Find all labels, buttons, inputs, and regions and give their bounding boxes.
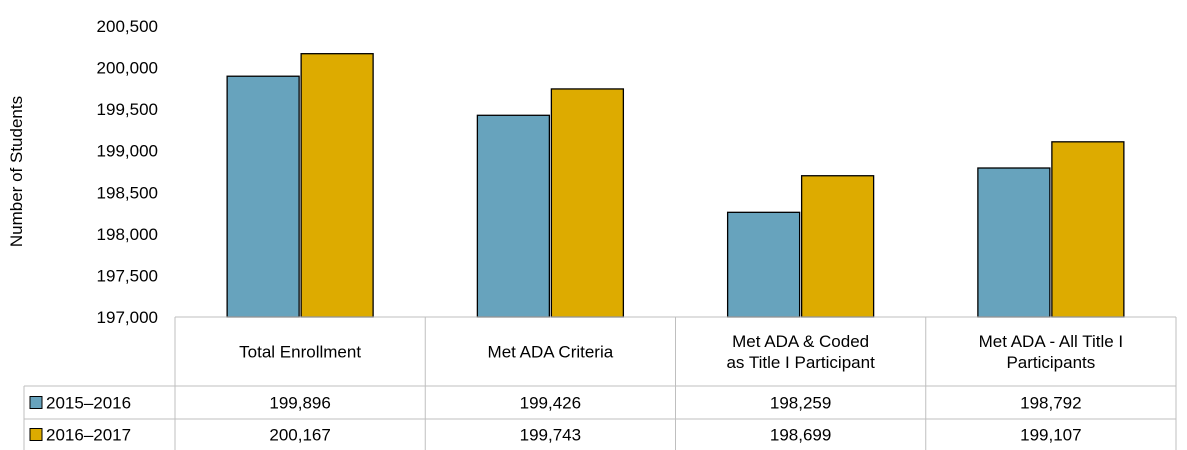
table-value-s1-3: 198,792 [1020,394,1081,413]
y-tick-label: 200,500 [97,17,158,36]
bar-series2-1 [550,88,625,318]
table-value-s2-1: 199,743 [520,426,581,445]
bar-series2-3 [1051,141,1125,318]
y-axis-label: Number of Students [7,96,26,247]
category-label-0: Total Enrollment [239,343,361,362]
category-label-3: Met ADA - All Title I Participants [979,332,1124,372]
category-label-2: Met ADA & Coded as Title I Participant [726,332,875,372]
y-tick-label: 198,500 [97,183,158,202]
data-table: Total Enrollment Met ADA Criteria Met ADA … [23,316,1177,450]
legend-label-2: 2016–2017 [46,426,131,445]
bar-series1-2 [726,211,801,318]
bar-series1-3 [977,167,1051,318]
table-value-s1-2: 198,259 [770,394,831,413]
legend-swatch-2 [29,428,43,441]
category-label-1: Met ADA Criteria [488,343,614,362]
bar-series1-1 [476,114,551,318]
table-value-s1-1: 199,426 [520,394,581,413]
bar-series1-0 [226,75,300,318]
y-tick-label: 199,500 [97,100,158,119]
y-axis-ticks: 197,000 197,500 198,000 198,500 199,000 199,5… [97,17,158,327]
y-tick-label: 199,000 [97,142,158,161]
legend-swatch-1 [29,396,43,409]
table-value-s2-3: 199,107 [1020,426,1081,445]
bar-series2-0 [300,53,374,318]
y-axis-label-group: Number of Students [7,96,26,247]
y-tick-label: 197,500 [97,266,158,285]
y-tick-label: 198,000 [97,225,158,244]
table-value-s1-0: 199,896 [269,394,330,413]
y-tick-label: 200,000 [97,59,158,78]
legend-label-1: 2015–2016 [46,394,131,413]
bars [226,53,1125,318]
y-tick-label: 197,000 [97,308,158,327]
bar-series2-2 [800,175,875,318]
table-value-s2-0: 200,167 [269,426,330,445]
table-value-s2-2: 198,699 [770,426,831,445]
